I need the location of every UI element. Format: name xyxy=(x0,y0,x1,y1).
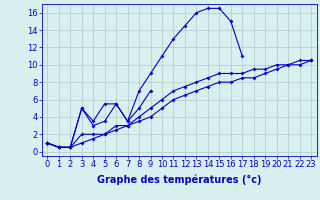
X-axis label: Graphe des températures (°c): Graphe des températures (°c) xyxy=(97,175,261,185)
